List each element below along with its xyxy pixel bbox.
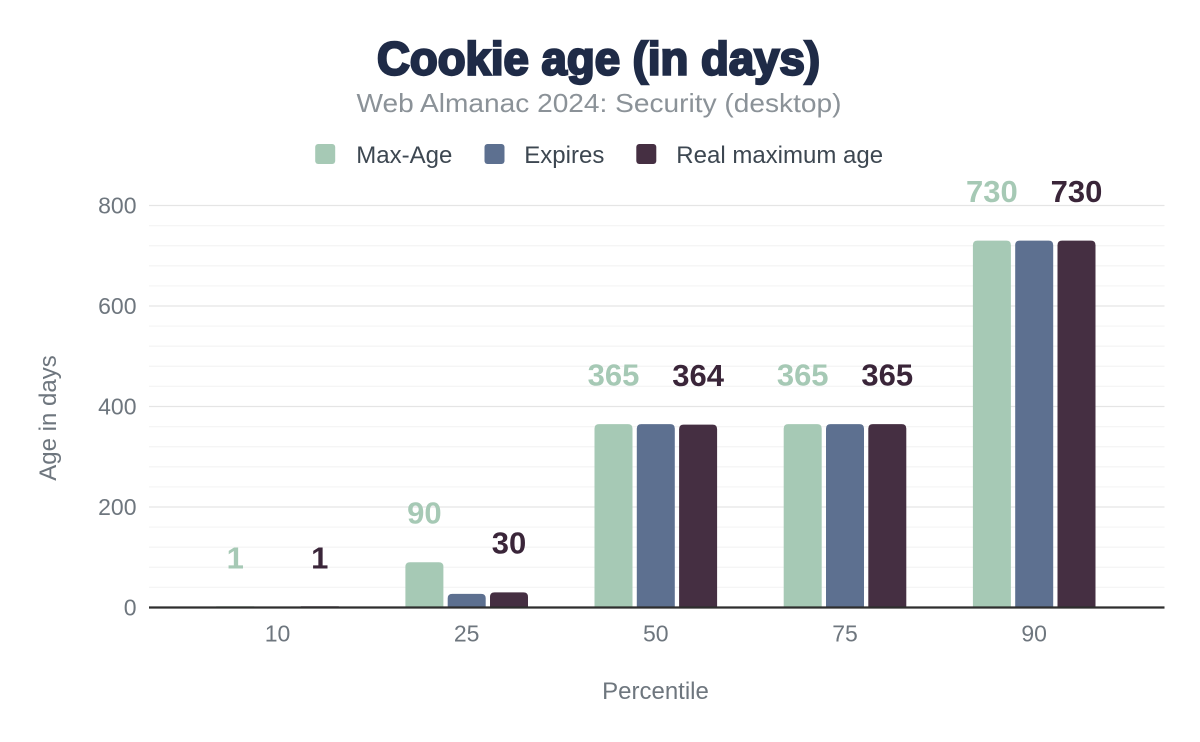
svg-text:Percentile: Percentile	[602, 678, 709, 705]
svg-text:730: 730	[1051, 174, 1103, 209]
svg-text:800: 800	[98, 193, 136, 219]
svg-text:10: 10	[265, 621, 291, 647]
svg-text:365: 365	[777, 357, 829, 392]
svg-text:Age in days: Age in days	[35, 355, 62, 480]
svg-text:1: 1	[311, 540, 328, 575]
svg-text:50: 50	[643, 621, 669, 647]
svg-text:365: 365	[588, 357, 640, 392]
svg-text:Expires: Expires	[524, 142, 604, 169]
svg-text:1: 1	[227, 540, 244, 575]
svg-text:30: 30	[492, 526, 526, 561]
svg-text:600: 600	[98, 293, 136, 319]
svg-text:75: 75	[832, 621, 858, 647]
svg-text:364: 364	[672, 358, 724, 393]
svg-text:730: 730	[966, 174, 1018, 209]
svg-text:200: 200	[98, 494, 136, 520]
svg-text:Cookie age (in days): Cookie age (in days)	[377, 33, 820, 85]
svg-text:90: 90	[1021, 621, 1047, 647]
svg-text:Web Almanac 2024: Security (de: Web Almanac 2024: Security (desktop)	[357, 88, 842, 118]
svg-text:90: 90	[407, 496, 441, 531]
svg-text:400: 400	[98, 394, 136, 420]
svg-text:25: 25	[454, 621, 480, 647]
svg-text:365: 365	[861, 357, 913, 392]
svg-text:0: 0	[124, 595, 137, 621]
svg-text:Real maximum age: Real maximum age	[676, 142, 883, 169]
svg-text:Max-Age: Max-Age	[356, 142, 452, 169]
